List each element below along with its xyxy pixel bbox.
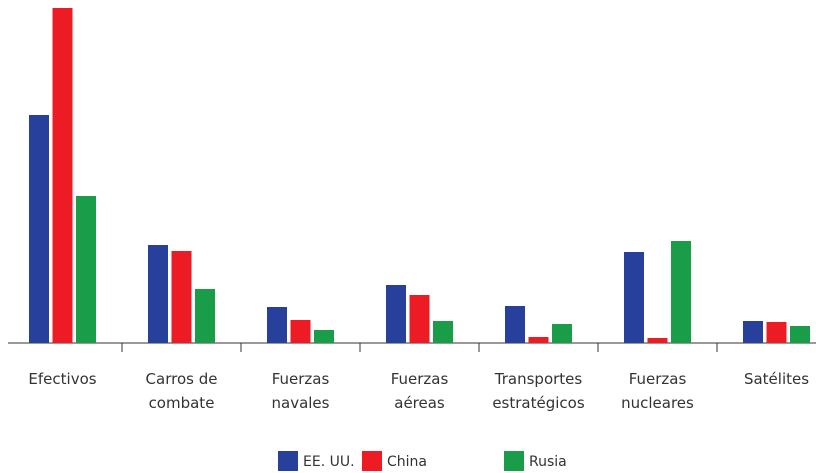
bar — [624, 252, 644, 343]
bar — [552, 324, 572, 343]
legend-swatch — [504, 451, 524, 471]
bar — [195, 289, 215, 343]
legend-label: EE. UU. — [303, 454, 355, 470]
bar — [528, 337, 549, 343]
bar — [409, 295, 430, 343]
x-tick-label: Fuerzas nucleares — [621, 370, 694, 412]
bar — [171, 251, 192, 343]
bar — [76, 196, 96, 343]
bar — [148, 245, 168, 343]
legend-label: Rusia — [529, 454, 567, 470]
bar — [52, 8, 73, 343]
bar — [433, 321, 453, 343]
x-tick-label: Fuerzas navales — [272, 370, 330, 412]
bar — [766, 322, 787, 343]
legend-swatch — [362, 451, 382, 471]
x-tick-label: Carros de combate — [146, 370, 218, 412]
bar — [386, 285, 406, 343]
bar — [29, 115, 49, 343]
bar — [647, 338, 668, 343]
x-tick-label: Efectivos — [28, 370, 96, 388]
bar — [790, 326, 810, 343]
legend-label: China — [387, 454, 427, 470]
bar — [290, 320, 311, 343]
bar — [505, 306, 525, 343]
bar — [671, 241, 691, 343]
bar — [743, 321, 763, 343]
x-tick-label: Fuerzas aéreas — [391, 370, 449, 412]
bar — [267, 307, 287, 343]
bar — [314, 330, 334, 343]
x-tick-label: Transportes estratégicos — [492, 370, 585, 412]
legend-swatch — [278, 451, 298, 471]
x-tick-label: Satélites — [744, 370, 809, 388]
